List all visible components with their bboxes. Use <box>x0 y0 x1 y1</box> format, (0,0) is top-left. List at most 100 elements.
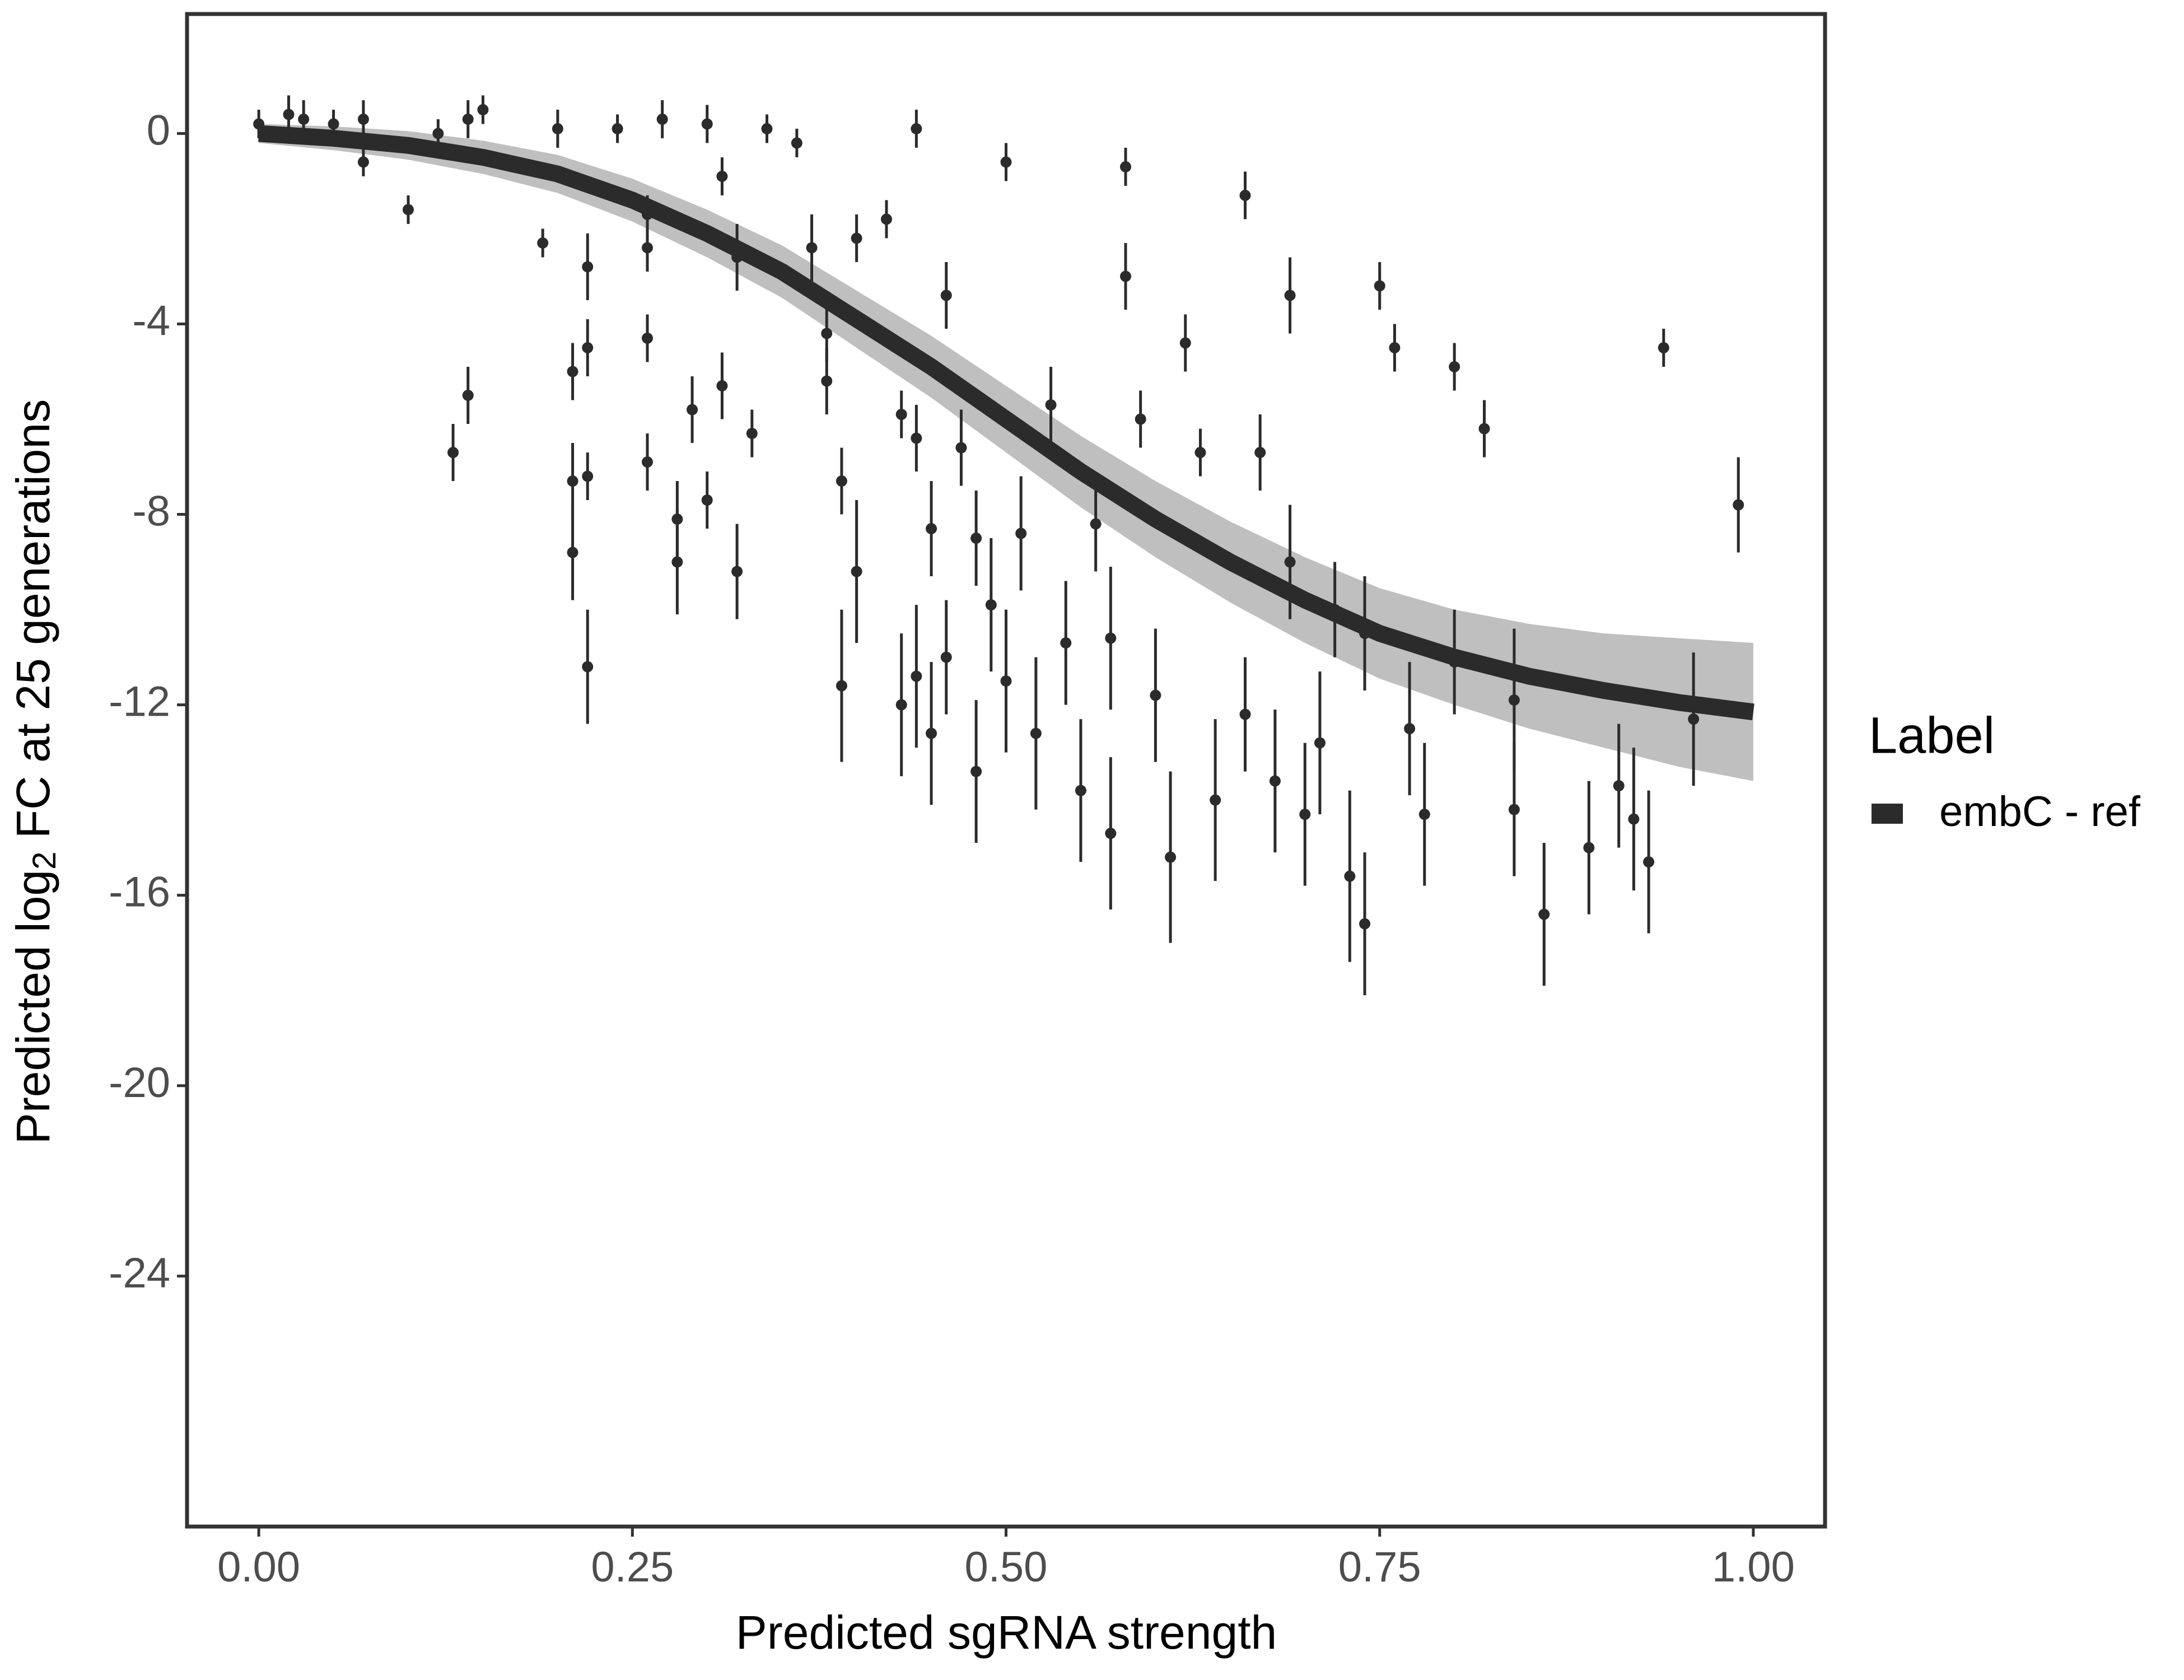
point <box>357 156 369 168</box>
point <box>806 242 818 254</box>
point <box>1105 632 1117 644</box>
point <box>911 123 922 134</box>
point <box>1210 794 1221 806</box>
point <box>298 113 310 125</box>
point <box>1418 809 1430 820</box>
point <box>911 670 922 682</box>
point <box>1060 637 1072 649</box>
y-axis-title: Predicted log2 FC at 25 generations <box>7 399 63 1144</box>
point <box>582 470 594 482</box>
point <box>1254 447 1266 459</box>
point <box>641 456 653 468</box>
point <box>582 661 594 673</box>
point <box>567 547 578 558</box>
point <box>1030 727 1042 739</box>
point <box>1688 713 1700 725</box>
point <box>940 651 952 663</box>
point <box>716 380 728 391</box>
point <box>1015 528 1027 539</box>
point <box>911 432 922 444</box>
x-axis-title: Predicted sgRNA strength <box>736 1606 1277 1659</box>
point <box>1658 342 1669 353</box>
point <box>821 375 833 387</box>
point <box>1135 413 1146 425</box>
point <box>1239 708 1251 720</box>
point <box>357 113 369 125</box>
point <box>1508 804 1520 815</box>
point <box>1105 828 1117 839</box>
point <box>402 204 414 216</box>
x-tick-label: 0.00 <box>217 1543 300 1591</box>
point <box>283 109 295 120</box>
point <box>462 389 474 401</box>
x-tick-label: 1.00 <box>1712 1543 1795 1591</box>
point <box>687 404 698 416</box>
point <box>1449 361 1460 372</box>
y-tick-label: 0 <box>147 106 170 154</box>
y-tick-label: -4 <box>132 297 170 345</box>
point <box>567 366 578 377</box>
point <box>1733 499 1744 511</box>
legend-key <box>1872 804 1903 824</box>
point <box>641 242 653 254</box>
y-tick-label: -20 <box>109 1059 170 1107</box>
point <box>955 442 967 454</box>
point <box>537 237 549 249</box>
x-tick-label: 0.25 <box>591 1543 674 1591</box>
point <box>1179 337 1191 349</box>
point <box>761 123 773 134</box>
point <box>895 699 907 711</box>
point <box>940 290 952 301</box>
point <box>1508 694 1520 706</box>
point <box>1045 399 1057 410</box>
y-axis-title-sub: 2 <box>26 852 63 870</box>
point <box>1628 813 1640 825</box>
point <box>746 428 758 440</box>
point <box>1299 809 1311 820</box>
point <box>1643 856 1655 868</box>
x-tick-label: 0.75 <box>1338 1543 1421 1591</box>
point <box>791 137 802 149</box>
point <box>716 170 728 182</box>
point <box>1239 189 1251 201</box>
point <box>880 213 892 225</box>
point <box>1374 280 1385 292</box>
point <box>1075 785 1086 796</box>
point <box>1194 447 1206 459</box>
y-tick-label: -16 <box>109 869 170 916</box>
point <box>701 118 713 130</box>
point <box>462 113 474 125</box>
point <box>1344 870 1356 882</box>
point <box>328 118 339 130</box>
point <box>1120 161 1132 172</box>
point <box>612 123 623 134</box>
point <box>836 475 847 487</box>
point <box>1150 689 1161 701</box>
point <box>851 566 862 577</box>
point <box>582 342 594 353</box>
y-tick-label: -8 <box>132 488 170 535</box>
point <box>895 408 907 420</box>
y-axis-title-suffix: FC at 25 generations <box>7 399 59 852</box>
point <box>1269 775 1281 787</box>
point <box>1583 842 1595 853</box>
legend-title: Label <box>1869 707 1995 764</box>
point <box>1389 342 1401 353</box>
point <box>836 680 847 692</box>
point <box>1284 556 1296 568</box>
plot-frame <box>185 12 1827 1529</box>
point <box>567 475 578 487</box>
x-tick-label: 0.50 <box>965 1543 1048 1591</box>
point <box>1284 290 1296 301</box>
point <box>926 727 937 739</box>
y-tick-label: -12 <box>109 678 170 726</box>
point <box>970 533 982 544</box>
point <box>432 128 444 139</box>
point <box>1359 918 1371 930</box>
point <box>926 523 937 535</box>
point <box>1165 851 1177 863</box>
point <box>447 447 459 459</box>
point <box>1000 675 1012 687</box>
point <box>985 599 997 611</box>
